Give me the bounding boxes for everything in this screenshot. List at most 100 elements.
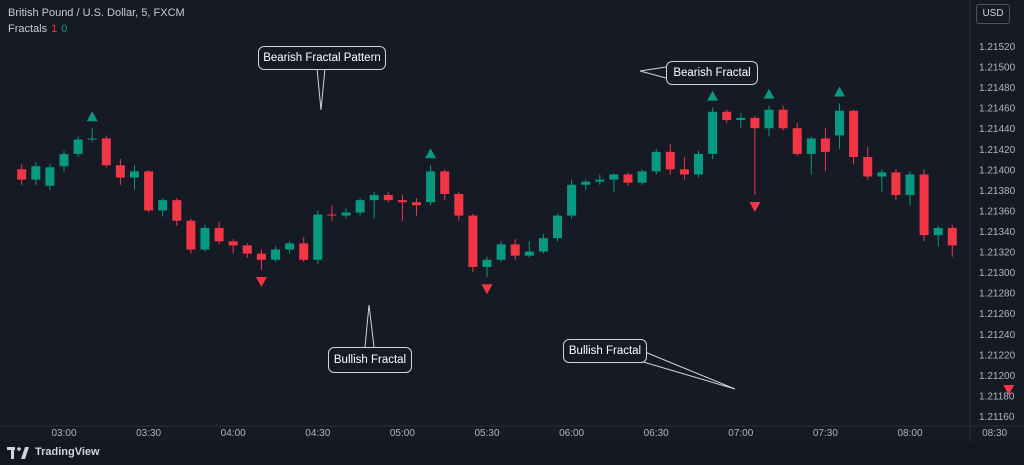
price-tick-label: 1.21440: [979, 124, 1016, 135]
candle-body: [651, 151, 661, 172]
candle-body: [891, 172, 901, 196]
candle-body: [496, 244, 506, 260]
candle: [256, 249, 266, 271]
currency-button[interactable]: USD: [976, 4, 1010, 24]
time-axis[interactable]: 03:00 03:30 04:00 04:30 05:00 05:30 06:00 06:30…: [51, 428, 1024, 439]
candle: [933, 225, 943, 247]
candle-body: [764, 109, 774, 129]
price-tick-label: 1.21320: [979, 248, 1016, 259]
candle: [679, 157, 689, 180]
candle-body: [679, 169, 689, 175]
candle-body: [820, 138, 830, 152]
candle: [285, 241, 295, 254]
candle-body: [567, 184, 577, 216]
grid: [0, 0, 1024, 441]
candle-body: [919, 174, 929, 236]
candle-body: [172, 200, 182, 221]
time-tick-label: 08:00: [897, 428, 922, 439]
candle-body: [708, 111, 718, 154]
candle: [341, 208, 351, 219]
candle: [496, 241, 506, 262]
candle-body: [383, 195, 393, 201]
candle: [919, 169, 929, 242]
candle: [567, 179, 577, 219]
symbol-title[interactable]: British Pound / U.S. Dollar, 5, FXCM: [8, 7, 185, 19]
candle: [73, 136, 83, 157]
candle: [835, 103, 844, 149]
candle: [750, 115, 760, 196]
candle: [186, 218, 196, 254]
candle-body: [623, 174, 633, 183]
candle-body: [186, 220, 196, 250]
candle: [905, 171, 915, 206]
candle: [863, 146, 873, 180]
candle-body: [412, 202, 421, 206]
candle-body: [849, 110, 859, 157]
price-tick-label: 1.21480: [979, 83, 1016, 94]
candle-body: [510, 244, 520, 256]
candle: [242, 243, 252, 258]
annotation-leaders: [316, 66, 736, 390]
chart-canvas[interactable]: 1.21520 1.21500 1.21480 1.21460 1.21440 1.214…: [0, 0, 1024, 441]
candle-body: [581, 181, 591, 185]
candle: [764, 105, 774, 137]
time-tick-label: 05:30: [474, 428, 499, 439]
candle: [200, 224, 210, 252]
price-tick-label: 1.21500: [979, 63, 1016, 74]
candle-body: [242, 245, 252, 254]
candle: [482, 256, 492, 278]
time-tick-label: 06:00: [559, 428, 584, 439]
candle-body: [397, 200, 407, 203]
candle: [468, 213, 478, 273]
candle-body: [285, 243, 295, 250]
price-axis[interactable]: 1.21520 1.21500 1.21480 1.21460 1.21440 1.214…: [979, 42, 1016, 423]
candle-body: [355, 200, 365, 213]
candle: [623, 172, 633, 186]
candle: [792, 123, 802, 156]
candle-body: [200, 227, 210, 250]
price-tick-label: 1.21300: [979, 268, 1016, 279]
price-tick-label: 1.21280: [979, 289, 1016, 300]
candle-body: [482, 259, 492, 267]
candle: [271, 246, 280, 262]
time-tick-label: 04:30: [305, 428, 330, 439]
candle-body: [792, 128, 802, 154]
candle-body: [637, 171, 647, 183]
candle: [454, 191, 464, 221]
candle-body: [299, 243, 309, 260]
annotation-bearish-fractal: Bearish Fractal: [666, 61, 758, 85]
candle-body: [454, 194, 464, 216]
candle: [397, 195, 407, 221]
candle: [426, 165, 436, 206]
bearish-fractal-marker: [834, 86, 845, 97]
indicator-legend[interactable]: Fractals 1 0: [8, 21, 185, 37]
candle: [947, 224, 957, 257]
candle-body: [933, 227, 943, 236]
candle-body: [341, 212, 351, 216]
candle: [820, 128, 830, 172]
candle: [214, 221, 224, 245]
candle: [369, 191, 379, 219]
candle-body: [863, 157, 873, 177]
candle-body: [440, 171, 450, 194]
price-tick-label: 1.21200: [979, 371, 1016, 382]
price-tick-label: 1.21360: [979, 206, 1016, 217]
leader-bearish-fractal: [639, 66, 667, 79]
candle: [45, 164, 55, 190]
candle-body: [595, 179, 605, 182]
bearish-fractal-marker: [707, 90, 719, 101]
candle-body: [144, 171, 154, 211]
indicator-param-2: 0: [61, 23, 68, 35]
tradingview-brand[interactable]: TradingView: [35, 446, 100, 458]
price-tick-label: 1.21420: [979, 145, 1016, 156]
candle-body: [694, 153, 703, 175]
candle: [87, 128, 97, 142]
candle: [806, 136, 816, 175]
candle-body: [426, 171, 436, 203]
bearish-fractal-marker: [86, 111, 98, 122]
annotation-bullish-fractal-1: Bullish Fractal: [328, 347, 412, 373]
candle: [440, 169, 450, 201]
candle-body: [115, 165, 125, 178]
leader-bullish-fractal-2: [639, 351, 736, 390]
candle: [651, 148, 661, 175]
